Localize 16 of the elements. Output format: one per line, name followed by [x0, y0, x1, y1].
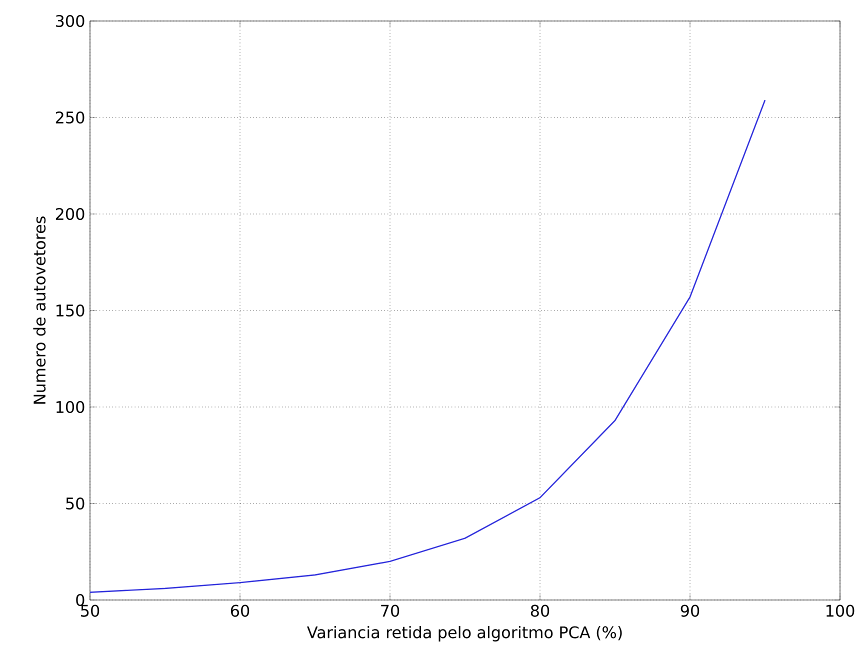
y-tick-label: 0 [76, 594, 84, 606]
y-tick-label: 250 [56, 111, 84, 124]
x-tick-label: 90 [680, 604, 700, 617]
x-tick-label: 50 [81, 604, 100, 617]
line-series [90, 99, 766, 593]
y-tick-label: 50 [66, 497, 84, 510]
x-axis-title: Variancia retida pelo algoritmo PCA (%) [307, 626, 622, 642]
x-tick-label: 80 [530, 604, 550, 617]
y-axis-title: Numero de autovetores [33, 216, 46, 404]
y-tick-label: 300 [56, 14, 84, 28]
y-tick-label: 100 [56, 400, 84, 414]
x-tick-label: 100 [826, 604, 854, 617]
x-tick-label: 60 [230, 604, 250, 617]
x-tick-label: 70 [381, 604, 400, 617]
y-tick-label: 200 [56, 208, 84, 220]
y-tick-label: 150 [56, 304, 84, 317]
